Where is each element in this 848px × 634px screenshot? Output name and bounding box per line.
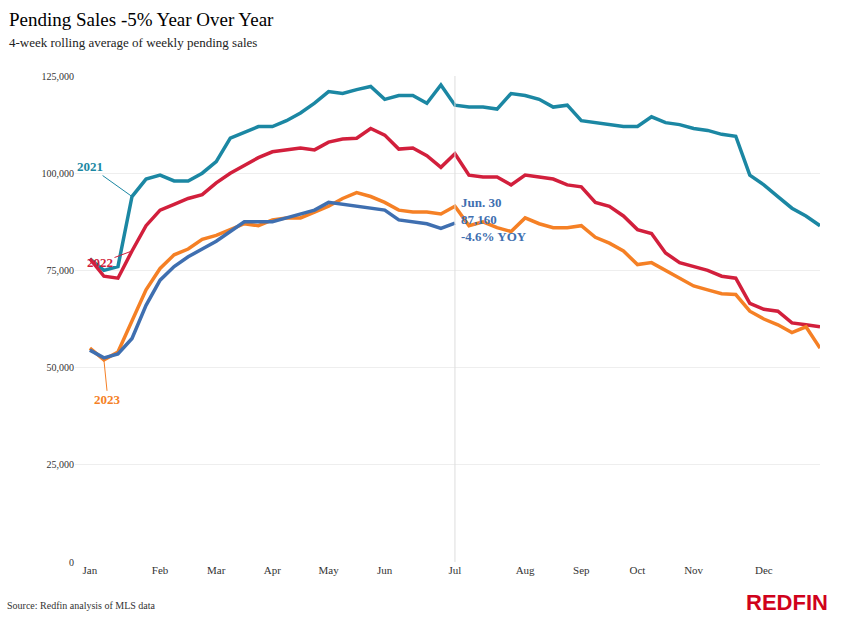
svg-text:Jul: Jul [449,564,462,576]
svg-text:May: May [318,564,339,576]
svg-text:4-week rolling average of week: 4-week rolling average of weekly pending… [9,35,257,50]
svg-text:REDFIN: REDFIN [746,590,828,615]
svg-text:2023: 2023 [94,392,121,407]
svg-text:Pending Sales -5% Year Over Ye: Pending Sales -5% Year Over Year [9,9,274,30]
svg-text:Nov: Nov [684,564,703,576]
svg-text:Jun. 3087,160-4.6% YOY: Jun. 3087,160-4.6% YOY [461,195,527,244]
svg-text:Mar: Mar [207,564,226,576]
svg-text:125,000: 125,000 [42,71,75,82]
svg-text:Source: Redfin analysis of MLS: Source: Redfin analysis of MLS data [7,600,156,611]
svg-text:2022: 2022 [87,255,113,270]
svg-text:Feb: Feb [152,564,169,576]
svg-text:Apr: Apr [264,564,281,576]
svg-text:Jun: Jun [377,564,393,576]
svg-text:100,000: 100,000 [42,168,75,179]
svg-text:2021: 2021 [77,159,103,174]
svg-text:25,000: 25,000 [47,459,75,470]
svg-text:Aug: Aug [516,564,535,576]
svg-text:50,000: 50,000 [47,362,75,373]
svg-text:Jan: Jan [83,564,98,576]
svg-text:75,000: 75,000 [47,265,75,276]
svg-text:Oct: Oct [630,564,646,576]
svg-text:Sep: Sep [573,564,590,576]
svg-text:0: 0 [69,557,74,568]
svg-text:Dec: Dec [755,564,773,576]
